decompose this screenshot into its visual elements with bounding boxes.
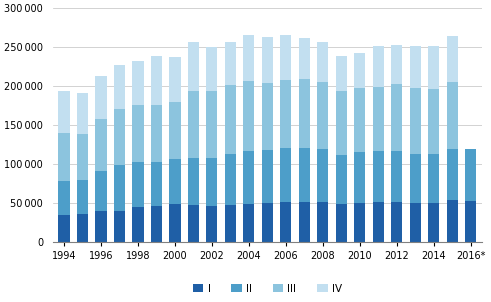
Bar (169, 204, 181, 242)
Bar (114, 210, 125, 242)
Bar (225, 85, 236, 154)
Bar (95, 76, 107, 119)
Bar (206, 47, 218, 92)
Bar (317, 42, 328, 82)
Bar (77, 93, 88, 133)
Bar (77, 180, 88, 214)
Bar (244, 151, 254, 204)
Bar (355, 53, 365, 88)
Bar (133, 207, 143, 242)
Bar (336, 204, 347, 242)
Bar (280, 148, 292, 202)
Bar (114, 65, 125, 109)
Bar (336, 56, 347, 91)
Bar (262, 37, 273, 83)
Bar (336, 91, 347, 155)
Bar (206, 158, 218, 206)
Bar (373, 151, 384, 202)
Bar (410, 154, 421, 203)
Bar (373, 87, 384, 151)
Bar (262, 83, 273, 150)
Bar (77, 133, 88, 180)
Bar (428, 203, 439, 242)
Legend: I, II, III, IV: I, II, III, IV (189, 280, 346, 298)
Bar (151, 162, 162, 206)
Bar (169, 159, 181, 204)
Bar (58, 181, 70, 215)
Bar (391, 85, 403, 151)
Bar (151, 206, 162, 242)
Bar (114, 165, 125, 210)
Bar (373, 46, 384, 87)
Bar (410, 203, 421, 242)
Bar (188, 158, 199, 205)
Bar (299, 38, 310, 79)
Bar (188, 42, 199, 91)
Bar (280, 202, 292, 242)
Bar (244, 204, 254, 242)
Bar (447, 149, 458, 200)
Bar (206, 92, 218, 158)
Bar (95, 171, 107, 210)
Bar (169, 101, 181, 159)
Bar (355, 152, 365, 203)
Bar (336, 155, 347, 204)
Bar (58, 215, 70, 242)
Bar (95, 210, 107, 242)
Bar (317, 149, 328, 202)
Bar (225, 42, 236, 85)
Bar (355, 88, 365, 152)
Bar (151, 56, 162, 105)
Bar (225, 154, 236, 205)
Bar (169, 57, 181, 101)
Bar (188, 205, 199, 242)
Bar (447, 82, 458, 149)
Bar (262, 203, 273, 242)
Bar (244, 81, 254, 151)
Bar (262, 150, 273, 203)
Bar (447, 36, 458, 82)
Bar (133, 61, 143, 105)
Bar (280, 80, 292, 148)
Bar (95, 119, 107, 171)
Bar (188, 91, 199, 158)
Bar (410, 88, 421, 154)
Bar (317, 202, 328, 242)
Bar (355, 203, 365, 242)
Bar (447, 200, 458, 242)
Bar (206, 206, 218, 242)
Bar (391, 45, 403, 85)
Bar (299, 202, 310, 242)
Bar (373, 202, 384, 242)
Bar (225, 205, 236, 242)
Bar (428, 154, 439, 203)
Bar (114, 109, 125, 165)
Bar (151, 105, 162, 162)
Bar (58, 91, 70, 133)
Bar (428, 46, 439, 89)
Bar (391, 151, 403, 202)
Bar (133, 162, 143, 207)
Bar (465, 201, 476, 242)
Bar (410, 46, 421, 88)
Bar (391, 202, 403, 242)
Bar (133, 105, 143, 162)
Bar (299, 148, 310, 202)
Bar (280, 35, 292, 80)
Bar (428, 89, 439, 154)
Bar (244, 35, 254, 81)
Bar (58, 133, 70, 181)
Bar (77, 214, 88, 242)
Bar (299, 79, 310, 148)
Bar (317, 82, 328, 149)
Bar (465, 149, 476, 201)
